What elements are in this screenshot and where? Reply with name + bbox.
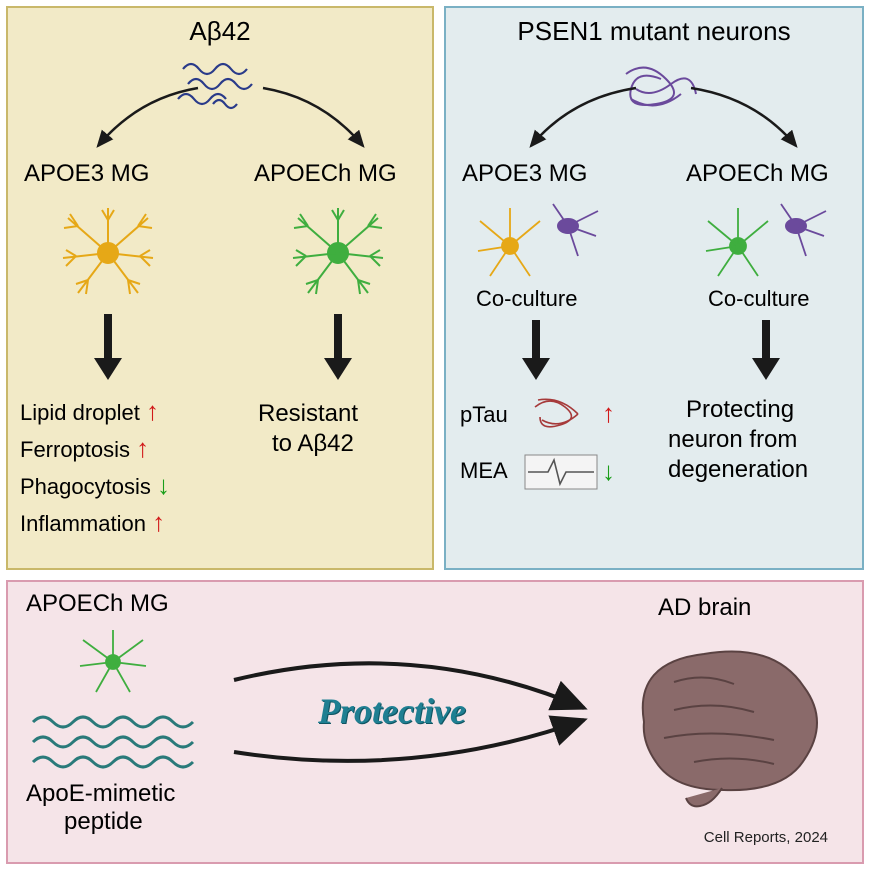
- panel-ab42: Aβ42 APOE3 MG APOECh MG: [6, 6, 434, 570]
- microglia-green-icon: [278, 198, 398, 308]
- title-ab42: Aβ42: [8, 16, 432, 47]
- bottom-left-sub: ApoE-mimetic: [26, 780, 175, 808]
- coculture-green-icon: [696, 196, 836, 291]
- ptau-text: pTau: [460, 402, 508, 427]
- outcome-right-l2: to Aβ42: [272, 430, 354, 458]
- credit-text: Cell Reports, 2024: [704, 829, 828, 846]
- out-right-l3: degeneration: [668, 456, 808, 484]
- outcome-text: Ferroptosis: [20, 437, 130, 462]
- branch-apoe3-r: APOE3 MG: [462, 160, 587, 188]
- microglia-orange-icon: [48, 198, 168, 308]
- microglia-green-small-icon: [68, 622, 158, 700]
- brain-icon: [604, 632, 834, 812]
- protective-label: Protective: [318, 690, 466, 732]
- coculture-label-l: Co-culture: [476, 286, 577, 312]
- mea-text: MEA: [460, 458, 508, 483]
- coculture-label-r: Co-culture: [708, 286, 809, 312]
- panel-bottom: APOECh MG ApoE-mimetic peptide Protectiv…: [6, 580, 864, 864]
- tangle-icon: [530, 392, 590, 436]
- down-arrow-icon: [88, 314, 128, 384]
- outcome-text: Lipid droplet: [20, 400, 140, 425]
- split-arrow-left: [48, 68, 398, 158]
- coculture-orange-icon: [468, 196, 608, 291]
- title-psen1: PSEN1 mutant neurons: [446, 16, 862, 47]
- down-arrow-icon: [516, 320, 556, 384]
- outcome-row: Ferroptosis ↑: [20, 433, 170, 464]
- outcome-text: Inflammation: [20, 511, 146, 536]
- outcome-row: Inflammation ↑: [20, 507, 170, 538]
- outcome-row: Phagocytosis ↓: [20, 470, 170, 501]
- branch-apoech: APOECh MG: [254, 160, 397, 188]
- down-arrow-icon: [746, 320, 786, 384]
- branch-apoech-r: APOECh MG: [686, 160, 829, 188]
- up-arrow-icon: ↑: [152, 507, 165, 537]
- down-arrow-icon: ↓: [157, 470, 170, 500]
- ptau-row: pTau: [460, 402, 508, 428]
- branch-apoe3: APOE3 MG: [24, 160, 149, 188]
- outcome-text: Phagocytosis: [20, 474, 151, 499]
- peptide-icon: [28, 710, 208, 774]
- panel-psen1: PSEN1 mutant neurons APOE3 MG APOECh MG: [444, 6, 864, 570]
- down-arrow-icon: [318, 314, 358, 384]
- ad-brain-label: AD brain: [658, 594, 751, 622]
- out-right-l2: neuron from: [668, 426, 797, 454]
- out-right-l1: Protecting: [686, 396, 794, 424]
- up-arrow-icon: ↑: [602, 398, 615, 429]
- outcome-row: Lipid droplet ↑: [20, 396, 170, 427]
- outcome-right-l1: Resistant: [258, 400, 358, 428]
- mea-trace-icon: [524, 454, 598, 490]
- bottom-left-title: APOECh MG: [26, 590, 169, 618]
- outcomes-left: Lipid droplet ↑ Ferroptosis ↑ Phagocytos…: [20, 396, 170, 538]
- up-arrow-icon: ↑: [146, 396, 159, 426]
- split-arrow-right: [476, 68, 836, 158]
- bottom-left-sub2: peptide: [64, 808, 143, 836]
- mea-row: MEA: [460, 458, 508, 484]
- up-arrow-icon: ↑: [136, 433, 149, 463]
- down-arrow-icon: ↓: [602, 456, 615, 487]
